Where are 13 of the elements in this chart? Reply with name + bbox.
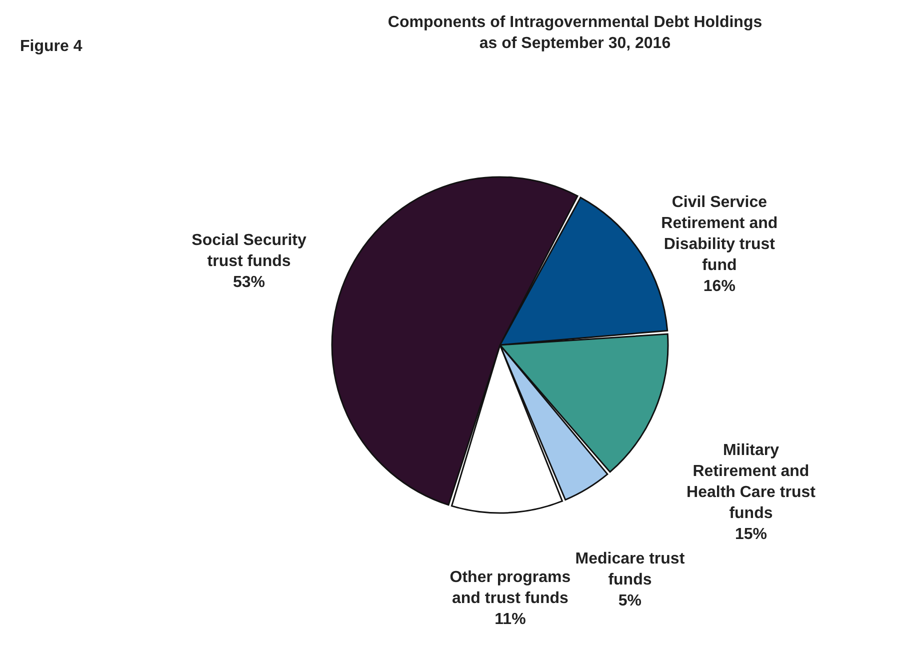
- slice-label: Military Retirement and Health Care trust funds: [686, 442, 816, 522]
- text: as of September 30, 2016: [479, 35, 671, 52]
- data-label: 11%: [494, 610, 526, 628]
- slice-label: Civil Service Retirement and Disability trust fund: [661, 194, 778, 274]
- text: Components of Intragovernmental Debt Holdings: [388, 14, 762, 31]
- slice-label: Medicare trust funds: [575, 550, 686, 589]
- slice-label: Other programs and trust funds: [450, 568, 571, 607]
- data-label: 5%: [618, 592, 642, 610]
- data-label: 53%: [233, 274, 266, 292]
- data-label: 16%: [703, 278, 736, 295]
- slice-label: Social Security trust funds: [192, 232, 306, 270]
- data-label: 15%: [734, 526, 767, 543]
- caption: Figure 4: [20, 38, 82, 55]
